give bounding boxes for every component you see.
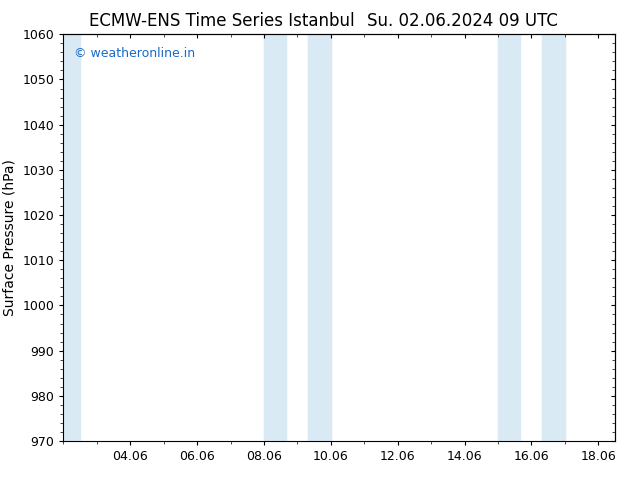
Text: ECMW-ENS Time Series Istanbul: ECMW-ENS Time Series Istanbul <box>89 12 354 30</box>
Bar <box>543 34 565 441</box>
Y-axis label: Surface Pressure (hPa): Surface Pressure (hPa) <box>3 159 17 316</box>
Text: © weatheronline.in: © weatheronline.in <box>74 47 195 59</box>
Bar <box>63 34 80 441</box>
Bar <box>308 34 331 441</box>
Bar <box>498 34 521 441</box>
Text: Su. 02.06.2024 09 UTC: Su. 02.06.2024 09 UTC <box>367 12 559 30</box>
Bar <box>264 34 287 441</box>
